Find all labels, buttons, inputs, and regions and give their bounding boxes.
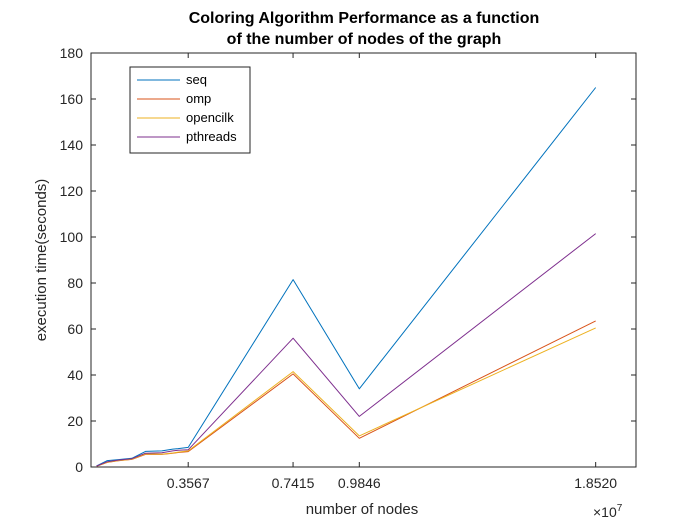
x-tick-label: 1.8520 [574, 475, 617, 491]
y-tick-label: 100 [60, 229, 84, 245]
y-tick-label: 160 [60, 91, 84, 107]
y-tick-label: 0 [75, 459, 83, 475]
series-line-pthreads [96, 233, 597, 467]
y-tick-label: 40 [67, 367, 83, 383]
x-axis-multiplier: ×10 [593, 504, 617, 520]
chart-title-line-2: of the number of nodes of the graph [227, 31, 502, 48]
x-axis-exponent-power: 7 [617, 503, 623, 514]
y-tick-label: 80 [67, 275, 83, 291]
legend-label-pthreads: pthreads [186, 129, 237, 144]
axis-ticks: 0 20 40 60 80 100 120 140 160 180 0.3567 0.7415 0.98… [60, 45, 636, 491]
x-tick-label: 0.3567 [167, 475, 210, 491]
y-tick-label: 20 [67, 413, 83, 429]
x-axis-exponent: ×107 [593, 503, 623, 520]
y-tick-label: 60 [67, 321, 83, 337]
y-axis-label: execution time(seconds) [33, 179, 50, 342]
legend: seq omp opencilk pthreads [129, 66, 251, 154]
series-line-seq [96, 87, 597, 467]
legend-label-seq: seq [186, 72, 207, 87]
x-tick-label: 0.9846 [338, 475, 381, 491]
y-tick-label: 180 [60, 45, 84, 61]
x-axis-label: number of nodes [306, 501, 419, 518]
series-lines [96, 87, 597, 467]
y-tick-label: 120 [60, 183, 84, 199]
chart-title-line-1: Coloring Algorithm Performance as a func… [189, 10, 540, 27]
y-tick-label: 140 [60, 137, 84, 153]
x-tick-label: 0.7415 [272, 475, 315, 491]
legend-label-opencilk: opencilk [186, 110, 234, 125]
legend-label-omp: omp [186, 91, 211, 106]
legend-box [129, 66, 251, 154]
